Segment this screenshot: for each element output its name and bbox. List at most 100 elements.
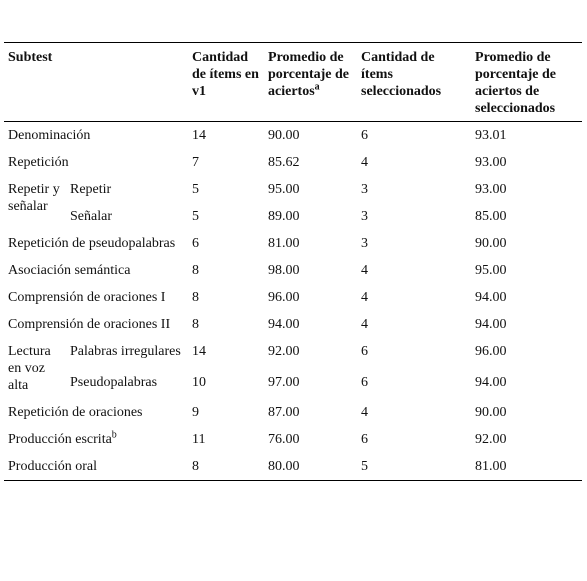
column-header: Promedio de porcentaje de aciertosa bbox=[264, 43, 357, 122]
column-header: Cantidad de ítems en v1 bbox=[192, 50, 259, 99]
table-row: Pseudopalabras 10 97.00 6 94.00 bbox=[4, 369, 582, 400]
table-header: Subtest Cantidad de ítems en v1 Promedio d… bbox=[4, 42, 583, 122]
value-cell: 4 bbox=[361, 317, 369, 332]
value-cell: 10 bbox=[192, 374, 207, 390]
table-row: Repetición 7 85.62 4 93.00 bbox=[4, 149, 582, 176]
value-cell: 4 bbox=[361, 263, 369, 278]
group-cell: Lectura en voz alta bbox=[8, 344, 51, 393]
value-cell: 85.62 bbox=[268, 155, 300, 170]
table-row: Comprensión de oraciones I 8 96.00 4 94.00 bbox=[4, 284, 582, 311]
value-cell: 9 bbox=[192, 405, 200, 420]
subtest-cell: Repetición de pseudopalabras bbox=[4, 230, 188, 257]
value-cell: 93.01 bbox=[475, 128, 507, 143]
table-row: Producción escritab 11 76.00 6 92.00 bbox=[4, 426, 582, 453]
value-cell: 90.00 bbox=[475, 236, 507, 251]
value-cell: 8 bbox=[192, 317, 200, 332]
subtest-cell: Asociación semántica bbox=[4, 257, 188, 284]
value-cell: 6 bbox=[361, 432, 369, 447]
column-header: Subtest bbox=[8, 50, 53, 65]
footnote-mark: a bbox=[314, 81, 320, 93]
subtest-cell: Repetición de oraciones bbox=[4, 399, 188, 426]
value-cell: 5 bbox=[192, 209, 200, 224]
table-row: Repetición de oraciones 9 87.00 4 90.00 bbox=[4, 399, 582, 426]
value-cell: 8 bbox=[192, 459, 200, 474]
value-cell: 6 bbox=[361, 374, 369, 390]
value-cell: 98.00 bbox=[268, 263, 300, 278]
value-cell: 94.00 bbox=[475, 317, 507, 332]
subtest-cell: Denominación bbox=[4, 122, 188, 150]
table-row: Repetición de pseudopalabras 6 81.00 3 90.00 bbox=[4, 230, 582, 257]
value-cell: 6 bbox=[361, 128, 369, 143]
group-cell: Repetir y señalar bbox=[8, 182, 60, 214]
value-cell: 93.00 bbox=[475, 155, 507, 170]
value-cell: 4 bbox=[361, 290, 369, 305]
value-cell: 4 bbox=[361, 155, 369, 170]
subtest-cell: Comprensión de oraciones I bbox=[4, 284, 188, 311]
table-row: Producción oral 8 80.00 5 81.00 bbox=[4, 453, 583, 481]
value-cell: 3 bbox=[361, 182, 369, 197]
value-cell: 94.00 bbox=[475, 374, 507, 390]
value-cell: 95.00 bbox=[475, 263, 507, 278]
value-cell: 5 bbox=[192, 182, 200, 197]
subtest-name: Denominación bbox=[8, 128, 91, 143]
value-cell: 95.00 bbox=[268, 182, 300, 197]
subtest-name: Señalar bbox=[70, 209, 112, 224]
value-cell: 5 bbox=[361, 459, 369, 474]
value-cell: 6 bbox=[361, 344, 369, 359]
value-cell: 8 bbox=[192, 290, 200, 305]
value-cell: 7 bbox=[192, 155, 200, 170]
subtest-name: Repetición bbox=[8, 155, 69, 170]
value-cell: 85.00 bbox=[475, 209, 507, 224]
value-cell: 87.00 bbox=[268, 405, 300, 420]
value-cell: 4 bbox=[361, 405, 369, 420]
value-cell: 6 bbox=[192, 236, 200, 251]
subtest-name: Repetición de oraciones bbox=[8, 405, 143, 420]
table-row: Señalar 5 89.00 3 85.00 bbox=[4, 203, 582, 230]
value-cell: 8 bbox=[192, 263, 200, 278]
value-cell: 94.00 bbox=[475, 290, 507, 305]
table-row: Comprensión de oraciones II 8 94.00 4 94.00 bbox=[4, 311, 582, 338]
subtest-cell: Producción escritab bbox=[4, 426, 188, 453]
subtest-name: Comprensión de oraciones I bbox=[8, 290, 166, 305]
subtest-name: Repetición de pseudopalabras bbox=[8, 236, 176, 251]
subtest-cell: Pseudopalabras bbox=[66, 369, 188, 400]
value-cell: 81.00 bbox=[475, 459, 507, 474]
results-table: Subtest Cantidad de ítems en v1 Promedio d… bbox=[4, 42, 583, 481]
table-row: Repetir y señalar Repetir 5 95.00 3 93.00 bbox=[4, 176, 582, 214]
value-cell: 92.00 bbox=[268, 344, 300, 359]
subtest-cell: Comprensión de oraciones II bbox=[4, 311, 188, 338]
column-header-text: Promedio de porcentaje de aciertos bbox=[268, 50, 350, 99]
subtest-cell: Señalar bbox=[66, 203, 188, 230]
footnote-mark: b bbox=[111, 429, 117, 441]
value-cell: 76.00 bbox=[268, 432, 300, 447]
subtest-cell: Producción oral bbox=[4, 453, 188, 481]
value-cell: 3 bbox=[361, 209, 369, 224]
subtest-name: Asociación semántica bbox=[8, 263, 131, 278]
column-header: Cantidad de ítems seleccionados bbox=[361, 50, 442, 99]
value-cell: 14 bbox=[192, 344, 207, 359]
table-row: Denominación 14 90.00 6 93.01 bbox=[4, 122, 582, 150]
subtest-name: Palabras irregulares bbox=[70, 344, 181, 359]
value-cell: 3 bbox=[361, 236, 369, 251]
value-cell: 90.00 bbox=[475, 405, 507, 420]
value-cell: 81.00 bbox=[268, 236, 300, 251]
value-cell: 89.00 bbox=[268, 209, 300, 224]
table-row: Lectura en voz alta Palabras irregulares 1… bbox=[4, 338, 582, 393]
subtest-name: Repetir bbox=[70, 182, 112, 197]
table-body: Denominación 14 90.00 6 93.01 Repetición 7 85.6… bbox=[4, 122, 583, 481]
value-cell: 92.00 bbox=[475, 432, 507, 447]
value-cell: 93.00 bbox=[475, 182, 507, 197]
subtest-name: Comprensión de oraciones II bbox=[8, 317, 171, 332]
subtest-cell: Repetición bbox=[4, 149, 188, 176]
subtest-cell: Repetir bbox=[66, 176, 188, 203]
table-row: Asociación semántica 8 98.00 4 95.00 bbox=[4, 257, 582, 284]
value-cell: 14 bbox=[192, 128, 207, 143]
value-cell: 11 bbox=[192, 432, 206, 447]
value-cell: 97.00 bbox=[268, 374, 300, 390]
value-cell: 94.00 bbox=[268, 317, 300, 332]
value-cell: 96.00 bbox=[268, 290, 300, 305]
subtest-cell: Palabras irregulares bbox=[66, 338, 188, 369]
column-header: Promedio de porcentaje de aciertos de se… bbox=[475, 50, 557, 116]
value-cell: 90.00 bbox=[268, 128, 300, 143]
